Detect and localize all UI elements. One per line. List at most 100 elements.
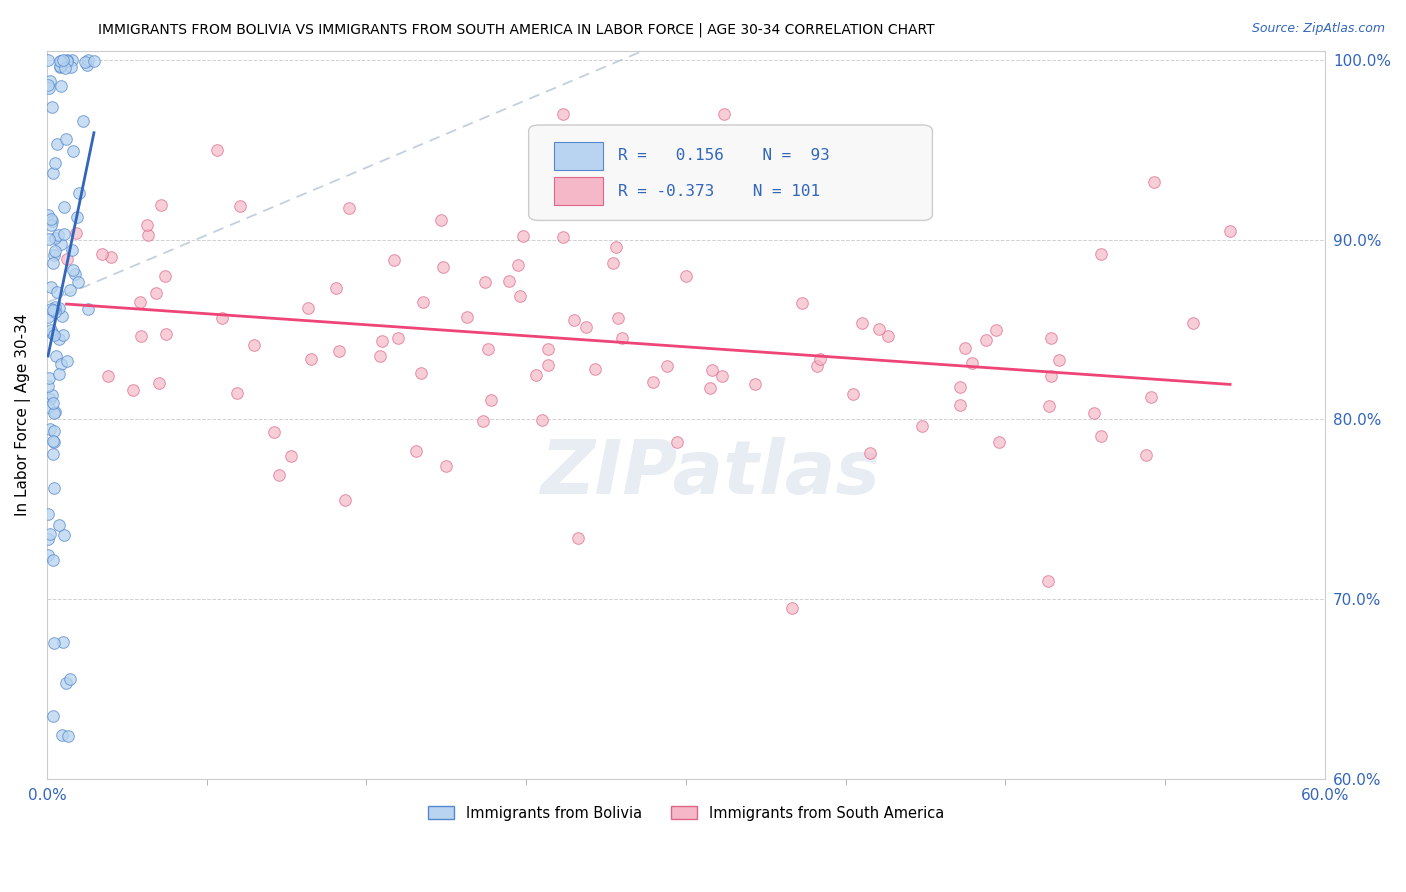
Point [387,331,409,345]
Point [1038,399,1060,413]
Point [948,398,970,412]
Point [325,281,347,295]
Point [38,80,60,95]
Point [477,342,499,356]
Point [39,280,62,294]
Point [792,296,814,310]
Point [382,253,405,268]
Point [39,422,62,436]
Point [782,601,804,615]
Point [49,60,72,74]
Point [41,256,63,270]
Point [299,352,322,367]
Point [1181,316,1204,330]
Point [456,310,478,325]
Point [675,269,697,284]
Text: Source: ZipAtlas.com: Source: ZipAtlas.com [1251,22,1385,36]
Point [60,53,83,67]
Point [53,227,76,241]
Point [44,301,66,315]
Point [56,729,79,743]
Point [52,200,75,214]
Point [536,358,558,372]
Point [65,267,87,281]
Point [333,493,356,508]
Point [45,285,67,299]
Point [55,676,77,690]
Point [602,256,624,270]
Point [412,295,434,310]
Point [567,531,589,545]
Point [48,59,70,73]
Point [83,54,105,68]
Point [472,414,495,428]
Point [409,366,432,380]
Point [44,244,66,258]
Point [100,250,122,264]
Point [280,449,302,463]
Point [1135,448,1157,462]
Point [51,309,73,323]
Point [806,359,828,374]
Point [60,243,83,257]
Point [1139,390,1161,404]
Point [122,383,145,397]
Point [44,155,66,169]
Point [38,73,60,87]
Point [44,636,66,650]
Point [1083,406,1105,420]
Point [37,209,59,223]
Point [52,635,75,649]
Point [44,405,66,419]
Point [498,274,520,288]
Point [39,211,62,226]
Point [434,458,457,473]
Point [371,334,394,349]
Point [45,349,67,363]
Point [72,113,94,128]
Point [42,434,65,449]
Y-axis label: In Labor Force | Age 30-34: In Labor Force | Age 30-34 [15,314,31,516]
Point [60,60,83,74]
Point [48,518,70,533]
Point [42,248,65,262]
Point [149,197,172,211]
Point [877,329,900,343]
Point [41,100,63,114]
Point [135,218,157,232]
Point [337,201,360,215]
Text: IMMIGRANTS FROM BOLIVIA VS IMMIGRANTS FROM SOUTH AMERICA IN LABOR FORCE | AGE 30: IMMIGRANTS FROM BOLIVIA VS IMMIGRANTS FR… [98,22,935,37]
Point [55,252,77,266]
Point [612,331,634,345]
Point [226,385,249,400]
Point [575,320,598,334]
Point [48,333,70,347]
Point [48,228,70,243]
Point [699,381,721,395]
Point [42,166,65,180]
Point [641,375,664,389]
Point [38,232,60,246]
Point [56,53,79,67]
Point [1039,331,1062,345]
Point [263,425,285,439]
Point [42,406,65,420]
Point [42,424,65,438]
Point [474,275,496,289]
Point [868,322,890,336]
Point [37,533,59,547]
FancyBboxPatch shape [554,178,603,205]
Point [66,210,89,224]
Point [666,434,689,449]
Point [51,78,73,93]
Point [229,199,252,213]
Point [44,231,66,245]
Point [129,295,152,310]
Point [606,310,628,325]
Point [37,78,59,92]
Point [583,361,606,376]
Point [713,106,735,120]
Point [808,352,831,367]
Point [76,302,98,317]
Point [851,316,873,330]
